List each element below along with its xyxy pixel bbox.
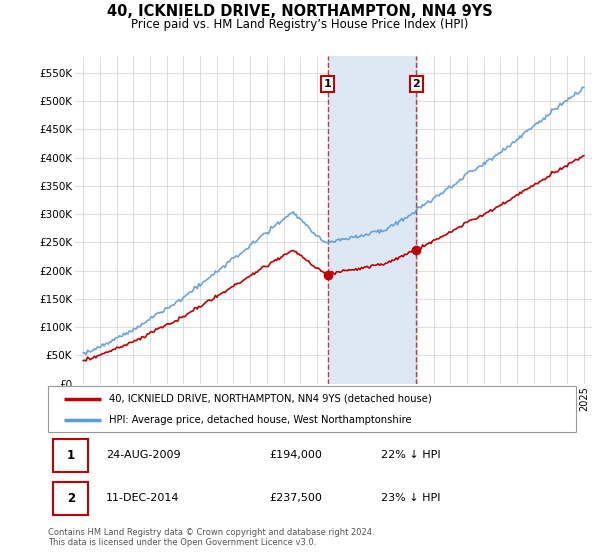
Text: £194,000: £194,000	[270, 450, 323, 460]
Text: 11-DEC-2014: 11-DEC-2014	[106, 493, 179, 503]
Text: Price paid vs. HM Land Registry’s House Price Index (HPI): Price paid vs. HM Land Registry’s House …	[131, 18, 469, 31]
Text: HPI: Average price, detached house, West Northamptonshire: HPI: Average price, detached house, West…	[109, 415, 412, 425]
Text: 24-AUG-2009: 24-AUG-2009	[106, 450, 181, 460]
FancyBboxPatch shape	[53, 482, 88, 515]
Text: 22% ↓ HPI: 22% ↓ HPI	[380, 450, 440, 460]
Bar	[328, 56, 416, 384]
Text: Contains HM Land Registry data © Crown copyright and database right 2024.
This d: Contains HM Land Registry data © Crown c…	[48, 528, 374, 547]
Text: 2: 2	[412, 80, 420, 89]
Text: 2: 2	[67, 492, 75, 505]
Text: 1: 1	[67, 449, 75, 461]
Text: 40, ICKNIELD DRIVE, NORTHAMPTON, NN4 9YS (detached house): 40, ICKNIELD DRIVE, NORTHAMPTON, NN4 9YS…	[109, 394, 431, 404]
Text: £237,500: £237,500	[270, 493, 323, 503]
FancyBboxPatch shape	[53, 438, 88, 472]
Text: 1: 1	[324, 80, 332, 89]
Text: 40, ICKNIELD DRIVE, NORTHAMPTON, NN4 9YS: 40, ICKNIELD DRIVE, NORTHAMPTON, NN4 9YS	[107, 4, 493, 19]
FancyBboxPatch shape	[48, 386, 576, 432]
Text: 23% ↓ HPI: 23% ↓ HPI	[380, 493, 440, 503]
